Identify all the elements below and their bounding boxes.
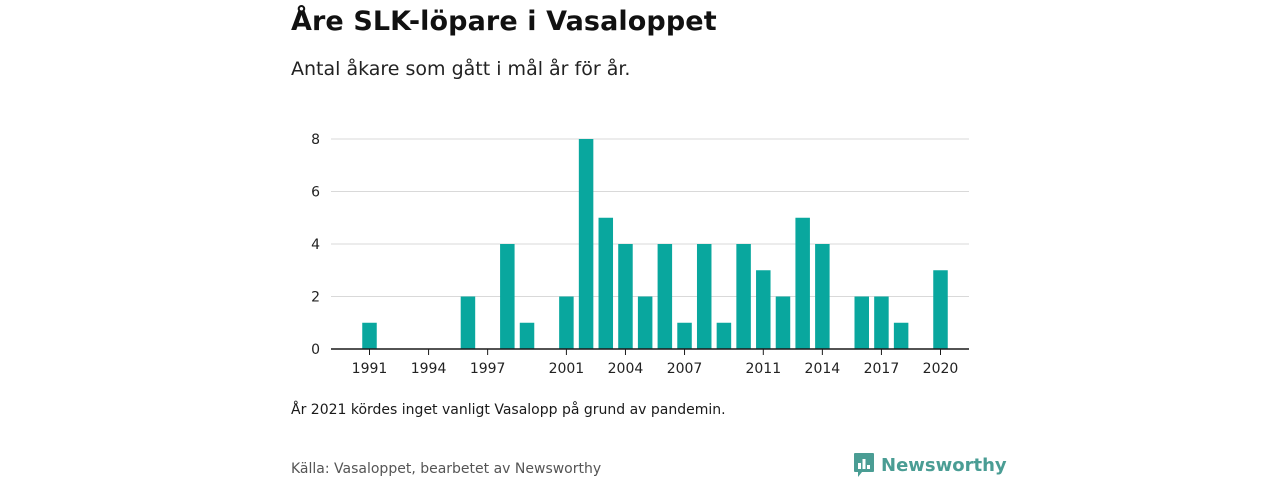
- bar-2016: [854, 296, 869, 349]
- x-tick-label: 2020: [923, 361, 959, 377]
- x-tick-label: 2001: [549, 361, 585, 377]
- bar-2008: [696, 244, 712, 349]
- y-tick-label: 4: [311, 237, 320, 253]
- chart-subtitle: Antal åkare som gått i mål år för år.: [291, 58, 631, 80]
- y-tick-label: 2: [311, 290, 320, 306]
- bars: [362, 139, 948, 349]
- bar-2002: [578, 139, 594, 349]
- source-note: Källa: Vasaloppet, bearbetet av Newswort…: [291, 461, 602, 477]
- bar-2014: [815, 244, 830, 349]
- newsworthy-logo[interactable]: Newsworthy: [853, 452, 1007, 478]
- bar-2003: [598, 217, 614, 349]
- x-tick-label: 1997: [470, 361, 506, 377]
- bar-chart: 0 2 4 6 8 1991 1994 1997 2001 2004 2007 2011 2014 201…: [311, 132, 969, 377]
- newsworthy-logo-icon: [854, 453, 874, 477]
- x-tick-label: 2017: [864, 361, 900, 377]
- x-tick-label: 1994: [411, 361, 447, 377]
- bar-2006: [657, 244, 673, 349]
- bar-2017: [874, 296, 889, 349]
- chart-title: Åre SLK-löpare i Vasaloppet: [291, 6, 717, 37]
- x-tick-label: 2014: [805, 361, 841, 377]
- y-tick-label: 8: [311, 132, 320, 148]
- grid-lines: [331, 138, 969, 297]
- bar-1996: [460, 296, 476, 349]
- bar-2009: [716, 322, 732, 349]
- bar-2020: [933, 270, 948, 349]
- bar-2011: [756, 270, 771, 349]
- bar-2013: [795, 217, 810, 349]
- x-tick-label: 2004: [608, 361, 644, 377]
- y-tick-label: 6: [311, 185, 320, 201]
- x-tick-label: 2011: [745, 361, 781, 377]
- bar-2010: [736, 244, 751, 349]
- bar-2007: [677, 322, 692, 349]
- bar-1999: [519, 322, 535, 349]
- x-tick-label: 2007: [667, 361, 703, 377]
- footnote: År 2021 kördes inget vanligt Vasalopp på…: [291, 402, 726, 418]
- newsworthy-logo-text: Newsworthy: [881, 454, 1007, 476]
- bar-1991: [362, 322, 377, 349]
- bar-1998: [500, 244, 515, 349]
- bar-2004: [618, 244, 633, 349]
- y-tick-label: 0: [311, 342, 320, 358]
- bar-2018: [893, 322, 909, 349]
- bar-2005: [637, 296, 653, 349]
- bar-2012: [775, 296, 791, 349]
- x-tick-label: 1991: [352, 361, 388, 377]
- bar-2001: [559, 296, 574, 349]
- axes: 0 2 4 6 8 1991 1994 1997 2001 2004 2007 2011 2014 201…: [311, 132, 969, 377]
